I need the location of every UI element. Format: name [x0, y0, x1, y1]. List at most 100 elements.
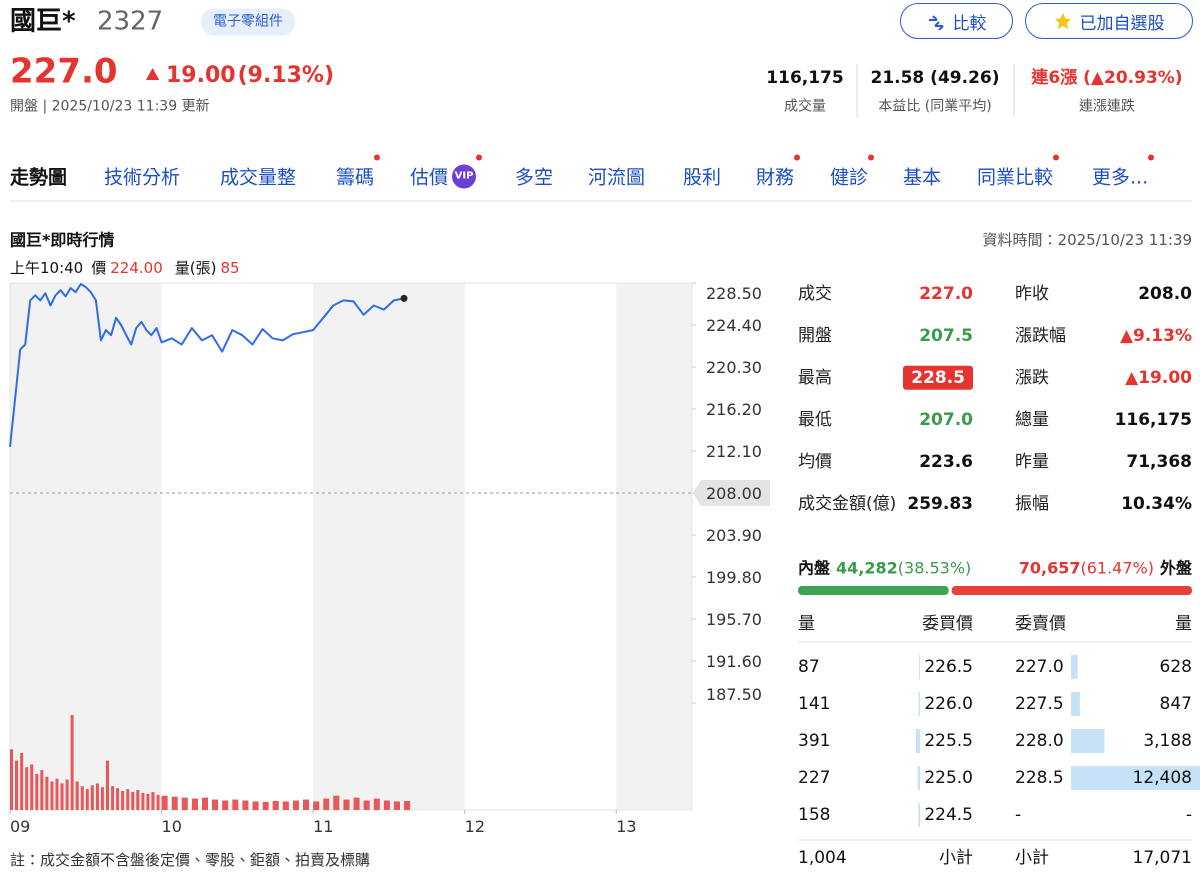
tab[interactable]: 同業比較 [977, 154, 1060, 190]
bid-qty: 87 [798, 656, 820, 677]
tab[interactable]: 籌碼 [336, 154, 381, 190]
volume-bar [25, 767, 29, 810]
y-tick-label: 208.00 [706, 484, 762, 503]
quote-value: 10.34% [1121, 493, 1192, 514]
quote-label: 漲跌幅 [1015, 325, 1066, 346]
stat-label: 連漲連跌 [1079, 98, 1135, 115]
price-change: 19.00 [166, 62, 236, 88]
volume-bar [212, 799, 219, 810]
volume-bar [171, 796, 178, 810]
tab-label: 更多... [1092, 166, 1149, 189]
ask-price: - [1015, 804, 1022, 825]
button[interactable]: 已加自選股 [1025, 3, 1193, 39]
tab[interactable]: 財務 [756, 154, 801, 190]
tab[interactable]: 走勢圖 [10, 163, 67, 190]
session-band [313, 283, 465, 810]
quote-label: 成交金額(億) [798, 493, 897, 514]
volume-bar [202, 797, 209, 810]
stock-code: 2327 [97, 6, 164, 37]
tab[interactable]: 估價 VIP [410, 154, 483, 190]
quote-label: 漲跌 [1015, 367, 1049, 388]
outer-pct: (61.47%) [1080, 558, 1154, 578]
ask-qty: 3,188 [1143, 730, 1192, 751]
volume-bar [111, 786, 115, 810]
quote-label: 振幅 [1015, 493, 1049, 514]
tab[interactable]: 技術分析 [104, 163, 180, 190]
ask-qty: 12,408 [1132, 767, 1192, 788]
volume-bar [131, 791, 135, 810]
volume-bar [363, 800, 370, 810]
tab[interactable]: 河流圖 [588, 163, 645, 190]
industry-tag: 電子零組件 [201, 8, 295, 36]
bid-bar [919, 655, 920, 679]
volume-bar [156, 794, 160, 810]
volume-bar [40, 770, 44, 810]
hover-volume: 85 [220, 259, 240, 277]
quote-value: 208.0 [1138, 283, 1192, 304]
button-label: 比較 [952, 13, 987, 34]
ask-price: 227.0 [1015, 656, 1064, 677]
quote-value: ▲19.00 [1125, 367, 1192, 388]
quote-value: 259.83 [907, 493, 973, 514]
volume-bar [262, 801, 269, 810]
tab[interactable]: 多空 [515, 163, 553, 190]
volume-bar [10, 749, 14, 810]
quote-value: ▲9.13% [1119, 325, 1192, 346]
volume-bar [313, 801, 320, 810]
volume-bar [181, 797, 188, 810]
book-total: 小計 [939, 847, 973, 868]
inner-label: 內盤 [798, 558, 831, 578]
hover-price-label: 價 [91, 259, 107, 277]
stat-value: 連6漲 (▲20.93%) [1031, 67, 1183, 88]
button[interactable]: 比較 [900, 3, 1013, 39]
volume-bar [95, 783, 99, 810]
volume-bar [383, 800, 390, 810]
volume-bar [252, 801, 259, 810]
volume-bar [60, 783, 64, 810]
tab[interactable]: 成交量整 [220, 163, 296, 190]
y-tick-label: 212.10 [706, 442, 762, 461]
volume-bar [15, 760, 19, 810]
quote-label: 均價 [798, 451, 832, 472]
y-tick-label: 220.30 [706, 358, 762, 377]
tab-label: 籌碼 [336, 166, 375, 189]
outer-label: 外盤 [1159, 558, 1192, 578]
tab[interactable]: 更多... [1092, 154, 1155, 190]
button-label: 已加自選股 [1079, 13, 1165, 34]
tab-dot [868, 154, 875, 161]
bid-bar [917, 766, 920, 790]
quote-value: 71,368 [1126, 451, 1192, 472]
ask-bar [1071, 729, 1105, 753]
quote-label: 最高 [798, 367, 832, 388]
hover-volume-label: 量(張) [174, 259, 217, 277]
volume-bar [75, 781, 79, 810]
volume-bar [35, 773, 39, 810]
volume-bar [45, 776, 49, 810]
quote-label: 成交 [798, 283, 832, 304]
quote-value: 223.6 [919, 451, 973, 472]
book-total: 1,004 [798, 847, 847, 868]
volume-bar [90, 785, 94, 810]
tab[interactable]: 健診 [830, 154, 875, 190]
y-tick-label: 187.50 [706, 685, 762, 704]
volume-bar [353, 797, 360, 810]
tab-label: 成交量整 [220, 166, 297, 189]
outer-bar [951, 586, 1192, 595]
bid-bar [918, 692, 920, 716]
text-row: 上午10:40 價 224.00 量(張) 85 [10, 259, 240, 277]
tab-label: 同業比較 [977, 166, 1054, 189]
tab[interactable]: 基本 [903, 163, 941, 190]
quote-value: 207.0 [919, 409, 973, 430]
volume-bar [50, 781, 54, 810]
stat-label: 成交量 [784, 98, 826, 115]
tab-label: 河流圖 [588, 166, 646, 189]
volume-bar [126, 789, 130, 810]
volume-bar [80, 786, 84, 810]
reference-pill [693, 480, 770, 506]
volume-bar [100, 787, 104, 810]
stat-value: 21.58 (49.26) [870, 67, 1000, 88]
bid-qty: 391 [798, 730, 831, 751]
tab-label: 基本 [903, 166, 942, 189]
tab[interactable]: 股利 [683, 163, 721, 190]
